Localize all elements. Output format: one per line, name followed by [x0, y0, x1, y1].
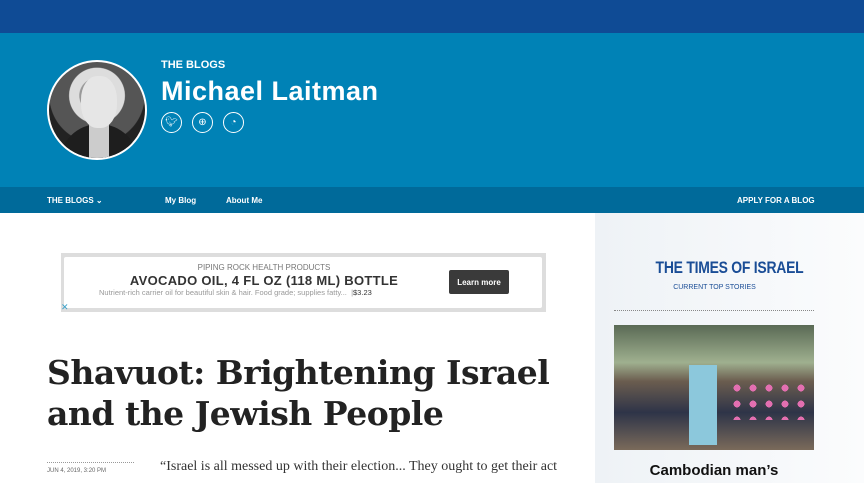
blog-header: THE BLOGS Michael Laitman 🐦︎ ⊕ ◔ [0, 33, 864, 187]
blogs-kicker[interactable]: THE BLOGS [161, 59, 226, 71]
nav-bar: THE BLOGS ⌄ My Blog About Me APPLY FOR A… [0, 187, 864, 213]
ad-source: PIPING ROCK HEALTH PRODUCTS [197, 263, 331, 272]
learn-more-button[interactable]: Learn more [449, 270, 509, 294]
nav-the-blogs[interactable]: THE BLOGS ⌄ [47, 196, 103, 205]
author-name[interactable]: Michael Laitman [161, 76, 379, 106]
ad-title[interactable]: AVOCADO OIL, 4 FL OZ (118 ML) BOTTLE [129, 273, 399, 288]
story-image[interactable] [614, 325, 814, 450]
divider [47, 462, 134, 463]
ad-separator: | [351, 288, 354, 297]
ad-description-text: Nutrient-rich carrier oil for beautiful … [99, 288, 347, 297]
divider [614, 310, 814, 311]
article-date: JUN 4, 2019, 3:20 PM [47, 468, 107, 474]
times-of-israel-logo[interactable]: THE TIMES OF ISRAEL [655, 258, 804, 277]
globe-icon[interactable]: ⊕ [192, 112, 213, 133]
nav-the-blogs-label: THE BLOGS [47, 196, 94, 205]
ad-description: Nutrient-rich carrier oil for beautiful … [99, 288, 372, 297]
story-headline[interactable]: Cambodian man’s [649, 462, 779, 479]
author-avatar[interactable] [47, 60, 147, 160]
rss-icon[interactable]: ◔ [223, 112, 244, 133]
nav-about-me[interactable]: About Me [226, 196, 263, 205]
ad-banner[interactable]: PIPING ROCK HEALTH PRODUCTS AVOCADO OIL,… [61, 253, 546, 312]
article-lead: “Israel is all messed up with their elec… [160, 459, 558, 474]
top-stories-label: CURRENT TOP STORIES [673, 284, 756, 291]
top-bar [0, 0, 864, 33]
chevron-down-icon: ⌄ [95, 196, 103, 205]
nav-my-blog[interactable]: My Blog [165, 196, 197, 205]
twitter-icon[interactable]: 🐦︎ [161, 112, 182, 133]
article-title: Shavuot: Brightening Israel and the Jewi… [47, 353, 550, 433]
ad-price: $3.23 [353, 288, 372, 297]
close-icon[interactable]: ✕ [61, 302, 69, 312]
apply-for-blog-link[interactable]: APPLY FOR A BLOG [737, 196, 815, 205]
sidebar: THE TIMES OF ISRAEL CURRENT TOP STORIES … [595, 213, 864, 483]
